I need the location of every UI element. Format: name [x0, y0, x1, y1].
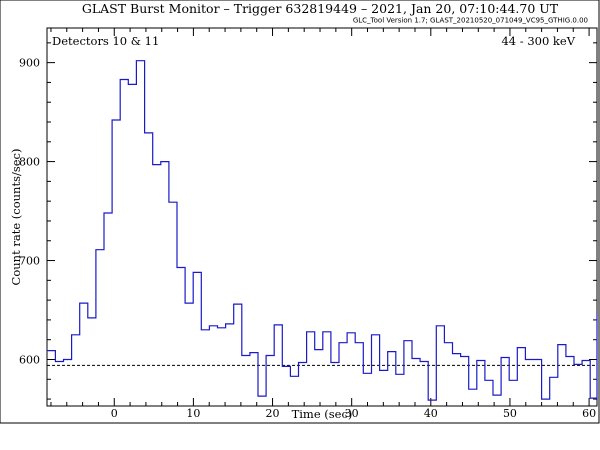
x-tick-label: 20 — [266, 407, 280, 420]
y-tick-label: 700 — [19, 255, 40, 268]
x-tick-label: 0 — [111, 407, 118, 420]
x-tick-label: 30 — [345, 407, 359, 420]
energy-range-label: 44 - 300 keV — [501, 34, 575, 48]
y-axis-label: Count rate (counts/sec) — [9, 149, 23, 286]
x-tick-label: 60 — [582, 407, 596, 420]
axis-ticks — [47, 28, 597, 406]
y-tick-label: 800 — [19, 156, 40, 169]
chart-version-note: GLC_Tool Version 1.7; GLAST_20210520_071… — [353, 17, 588, 25]
plot-frame — [46, 27, 598, 407]
x-tick-label: 10 — [186, 407, 200, 420]
figure-border — [0, 0, 600, 424]
x-axis-label: Time (sec) — [292, 407, 353, 421]
tick-labels: 0 10 20 30 40 50 60 600 700 800 900 — [19, 57, 596, 420]
chart-title: GLAST Burst Monitor – Trigger 632819449 … — [82, 1, 559, 16]
x-tick-label: 40 — [424, 407, 438, 420]
lightcurve-series-line — [47, 60, 598, 401]
y-tick-label: 900 — [19, 57, 40, 70]
y-tick-label: 600 — [19, 353, 40, 366]
detectors-label: Detectors 10 & 11 — [52, 34, 159, 48]
x-tick-label: 50 — [503, 407, 517, 420]
